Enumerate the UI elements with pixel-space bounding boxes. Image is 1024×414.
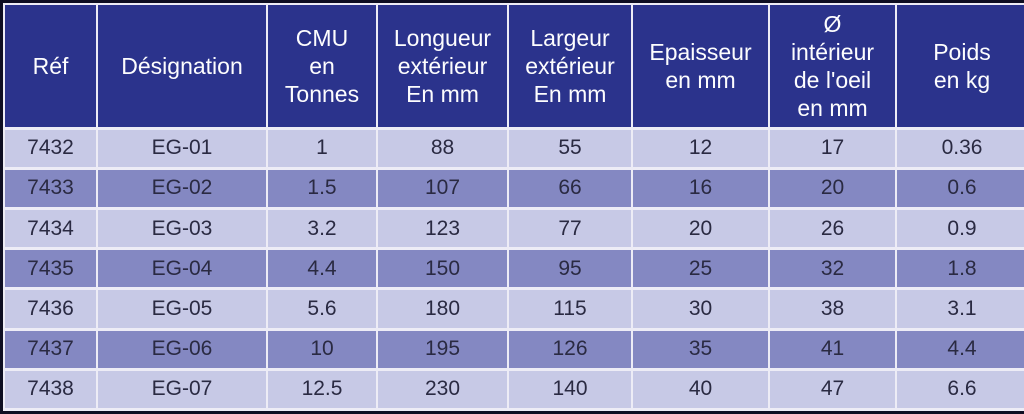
table-cell-designation: EG-06 (96, 327, 268, 371)
table-cell-poids: 3.1 (895, 287, 1024, 331)
table-cell-poids: 1.8 (895, 247, 1024, 291)
table-cell-largeur: 95 (507, 247, 633, 291)
table-row: 7438 EG-07 12.5 230 140 40 47 6.6 (3, 367, 1024, 412)
table-cell-ref: 7433 (3, 166, 98, 210)
table-cell-cmu: 5.6 (266, 287, 378, 331)
table-cell-epaisseur: 35 (631, 327, 770, 371)
table-cell-epaisseur: 40 (631, 367, 770, 412)
table-cell-largeur: 140 (507, 367, 633, 412)
table-row: 7432 EG-01 1 88 55 12 17 0.36 (3, 126, 1024, 170)
table-cell-cmu: 1.5 (266, 166, 378, 210)
table-cell-longueur: 123 (376, 206, 509, 251)
spec-table: Réf Désignation CMU en Tonnes Longueur e… (3, 3, 1024, 412)
column-header-cmu: CMU en Tonnes (266, 3, 378, 130)
table-cell-largeur: 126 (507, 327, 633, 371)
table-cell-poids: 0.9 (895, 206, 1024, 251)
table-cell-epaisseur: 30 (631, 287, 770, 331)
table-cell-ref: 7438 (3, 367, 98, 412)
table-cell-designation: EG-02 (96, 166, 268, 210)
table-row: 7437 EG-06 10 195 126 35 41 4.4 (3, 327, 1024, 371)
column-header-ref: Réf (3, 3, 98, 130)
table-cell-poids: 4.4 (895, 327, 1024, 371)
table-body: 7432 EG-01 1 88 55 12 17 0.36 7433 EG-02… (3, 126, 1024, 412)
column-header-epaisseur: Epaisseur en mm (631, 3, 770, 130)
table-cell-poids: 6.6 (895, 367, 1024, 412)
table-cell-longueur: 150 (376, 247, 509, 291)
table-row: 7433 EG-02 1.5 107 66 16 20 0.6 (3, 166, 1024, 210)
table-cell-diametre: 38 (768, 287, 897, 331)
table-cell-largeur: 55 (507, 126, 633, 170)
table-cell-poids: 0.36 (895, 126, 1024, 170)
table-cell-longueur: 88 (376, 126, 509, 170)
table-cell-designation: EG-07 (96, 367, 268, 412)
header-row: Réf Désignation CMU en Tonnes Longueur e… (3, 3, 1024, 130)
table-cell-longueur: 180 (376, 287, 509, 331)
table-cell-poids: 0.6 (895, 166, 1024, 210)
table-cell-longueur: 230 (376, 367, 509, 412)
column-header-diametre-oeil: Ø intérieur de l'oeil en mm (768, 3, 897, 130)
table-cell-diametre: 26 (768, 206, 897, 251)
table-cell-cmu: 3.2 (266, 206, 378, 251)
table-cell-epaisseur: 20 (631, 206, 770, 251)
table-cell-designation: EG-03 (96, 206, 268, 251)
table-cell-epaisseur: 12 (631, 126, 770, 170)
column-header-largeur: Largeur extérieur En mm (507, 3, 633, 130)
table-cell-epaisseur: 16 (631, 166, 770, 210)
table-cell-longueur: 107 (376, 166, 509, 210)
table-cell-cmu: 1 (266, 126, 378, 170)
table-row: 7434 EG-03 3.2 123 77 20 26 0.9 (3, 206, 1024, 251)
table-cell-diametre: 20 (768, 166, 897, 210)
column-header-poids: Poids en kg (895, 3, 1024, 130)
table-row: 7436 EG-05 5.6 180 115 30 38 3.1 (3, 287, 1024, 331)
table-cell-diametre: 32 (768, 247, 897, 291)
table-cell-cmu: 12.5 (266, 367, 378, 412)
table-cell-cmu: 4.4 (266, 247, 378, 291)
table-cell-diametre: 17 (768, 126, 897, 170)
table-cell-largeur: 115 (507, 287, 633, 331)
table-cell-longueur: 195 (376, 327, 509, 371)
column-header-designation: Désignation (96, 3, 268, 130)
table-header: Réf Désignation CMU en Tonnes Longueur e… (3, 3, 1024, 130)
table-cell-largeur: 77 (507, 206, 633, 251)
table-cell-ref: 7437 (3, 327, 98, 371)
table-cell-designation: EG-01 (96, 126, 268, 170)
table-cell-ref: 7434 (3, 206, 98, 251)
table-cell-designation: EG-05 (96, 287, 268, 331)
table-cell-ref: 7436 (3, 287, 98, 331)
table-cell-cmu: 10 (266, 327, 378, 371)
table-row: 7435 EG-04 4.4 150 95 25 32 1.8 (3, 247, 1024, 291)
table-cell-diametre: 47 (768, 367, 897, 412)
table-cell-ref: 7435 (3, 247, 98, 291)
column-header-longueur: Longueur extérieur En mm (376, 3, 509, 130)
table-cell-diametre: 41 (768, 327, 897, 371)
table-cell-ref: 7432 (3, 126, 98, 170)
table-cell-epaisseur: 25 (631, 247, 770, 291)
table-cell-designation: EG-04 (96, 247, 268, 291)
table-cell-largeur: 66 (507, 166, 633, 210)
